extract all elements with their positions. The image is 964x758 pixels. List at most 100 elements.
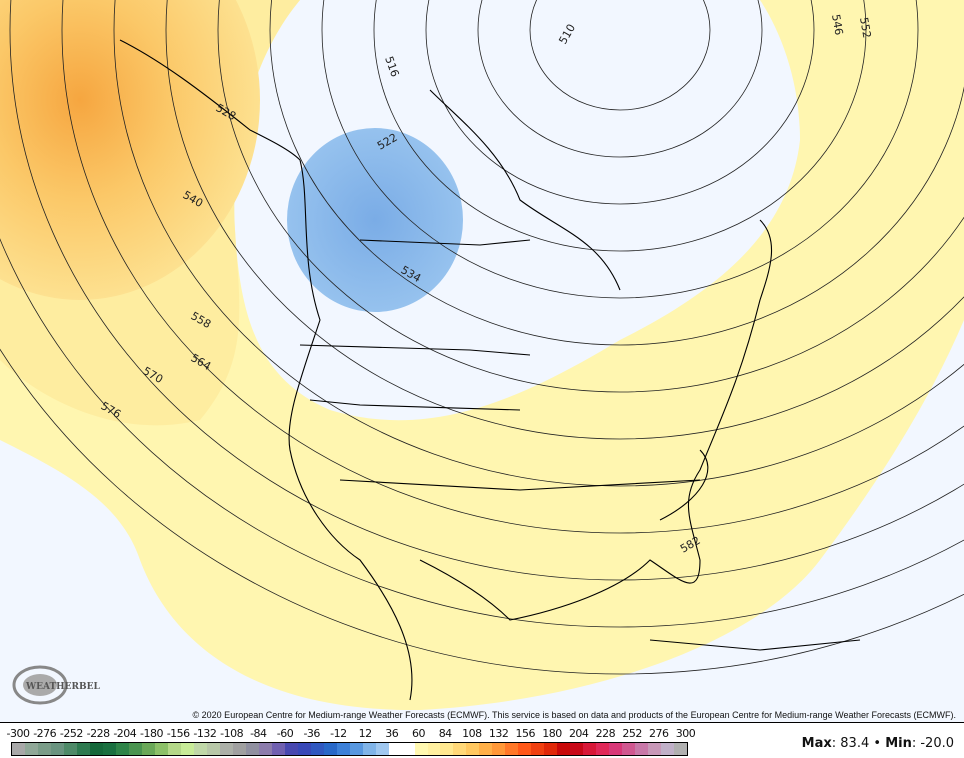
contour-line (165, 0, 964, 440)
colorbar-cell (349, 743, 363, 755)
colorbar-cell (557, 743, 571, 755)
colorbar-cell (401, 743, 415, 755)
max-min-readout: Max: 83.4 • Min: -20.0 (801, 736, 954, 751)
colorbar-tick-label: -252 (59, 727, 83, 740)
min-value: -20.0 (920, 736, 954, 751)
contour-line (0, 348, 964, 675)
contour-line (373, 0, 867, 252)
contour-line (9, 0, 964, 581)
colorbar-cell (141, 743, 155, 755)
colorbar-tick-label: 204 (568, 727, 589, 740)
colorbar-cell (440, 743, 454, 755)
colorbar-cell (388, 743, 402, 755)
anomaly-yellow-region (0, 0, 964, 711)
colorbar-cell (245, 743, 259, 755)
anomaly-blue-region (287, 128, 463, 312)
contour-line (113, 0, 964, 487)
colorbar-cell (375, 743, 389, 755)
svg-text:WEATHERBELL: WEATHERBELL (25, 682, 100, 692)
separator: • (873, 736, 882, 751)
colorbar-cell (167, 743, 181, 755)
coastlines (119, 39, 861, 701)
colorbar-cell (570, 743, 584, 755)
footer-divider (0, 722, 964, 723)
colorbar-cell (297, 743, 311, 755)
height-contours (0, 0, 964, 675)
colorbar-tick-label: 228 (595, 727, 616, 740)
colorbar-tick-label: 156 (515, 727, 536, 740)
colorbar-cell (76, 743, 90, 755)
contour-label: 552 (857, 16, 873, 39)
colorbar-cell (102, 743, 116, 755)
contour-line (425, 0, 815, 205)
colorbar-cell (37, 743, 51, 755)
colorbar-cell (583, 743, 597, 755)
colorbar-tick-label: 180 (542, 727, 562, 740)
colorbar-cell (674, 743, 688, 755)
max-value: 83.4 (840, 736, 870, 751)
contour-line (321, 0, 919, 299)
colorbar-ticks: -300 -276 -252 -228 -204 -180 -156 -132 -108 -84-… (0, 727, 700, 741)
colorbar-cell (518, 743, 532, 755)
colorbar-tick-label: -276 (33, 727, 57, 740)
contour-line (269, 0, 964, 346)
colorbar-tick-label: -12 (330, 727, 347, 740)
contour-line (0, 237, 964, 628)
colorbar-tick-label: 60 (412, 727, 426, 740)
colorbar-cell (479, 743, 493, 755)
colorbar-tick-label: 108 (462, 727, 482, 740)
colorbar-cell (12, 743, 25, 755)
weatherbell-logo: WEATHERBELL (10, 662, 107, 707)
contour-label: 546 (829, 13, 845, 36)
colorbar-cell (154, 743, 168, 755)
colorbar-tick-label: -156 (166, 727, 190, 740)
colorbar-tick-label: 84 (438, 727, 453, 740)
colorbar-cell (63, 743, 77, 755)
colorbar-cell (466, 743, 480, 755)
colorbar-tick-label: 300 (675, 727, 696, 740)
min-label: Min (885, 736, 912, 751)
contour-line (217, 0, 964, 393)
colorbar-cell (635, 743, 649, 755)
colorbar-cell (258, 743, 272, 755)
colorbar-cell (622, 743, 636, 755)
colorbar-cell (89, 743, 103, 755)
anomaly-orange-region (0, 0, 260, 300)
colorbar-tick-label: -228 (86, 727, 110, 740)
colorbar-cell (661, 743, 675, 755)
colorbar-cell (505, 743, 519, 755)
colorbar-cell (206, 743, 220, 755)
colorbar-cell (24, 743, 38, 755)
colorbar-tick-label: -132 (193, 727, 217, 740)
colorbar-cell (271, 743, 285, 755)
colorbar-cell (414, 743, 428, 755)
copyright-notice: © 2020 European Centre for Medium-range … (192, 710, 956, 720)
colorbar-cell (180, 743, 194, 755)
colorbar-tick-label: 132 (488, 727, 509, 740)
colorbar-tick-label: 12 (358, 727, 373, 740)
colorbar-tick-label: 252 (622, 727, 642, 740)
colorbar-cell (219, 743, 233, 755)
colorbar-cell (193, 743, 207, 755)
contour-line (61, 0, 964, 534)
colorbar-cell (323, 743, 337, 755)
colorbar-tick-label: -36 (303, 727, 320, 740)
colorbar-tick-label: -108 (220, 727, 244, 740)
contour-line (477, 0, 763, 158)
colorbar-cell (596, 743, 610, 755)
colorbar-cell (648, 743, 662, 755)
colorbar-cell (427, 743, 441, 755)
colorbar-cell (362, 743, 376, 755)
colorbar-cell (310, 743, 324, 755)
colorbar-cell (609, 743, 623, 755)
colorbar-cell (453, 743, 467, 755)
colorbar-cell (128, 743, 142, 755)
colorbar-cell (50, 743, 64, 755)
colorbar-cell (531, 743, 545, 755)
colorbar-cell (232, 743, 246, 755)
colorbar-cell (336, 743, 350, 755)
colorbar-tick-label: -180 (140, 727, 163, 740)
contour-line (529, 0, 711, 111)
colorbar-cell (544, 743, 558, 755)
